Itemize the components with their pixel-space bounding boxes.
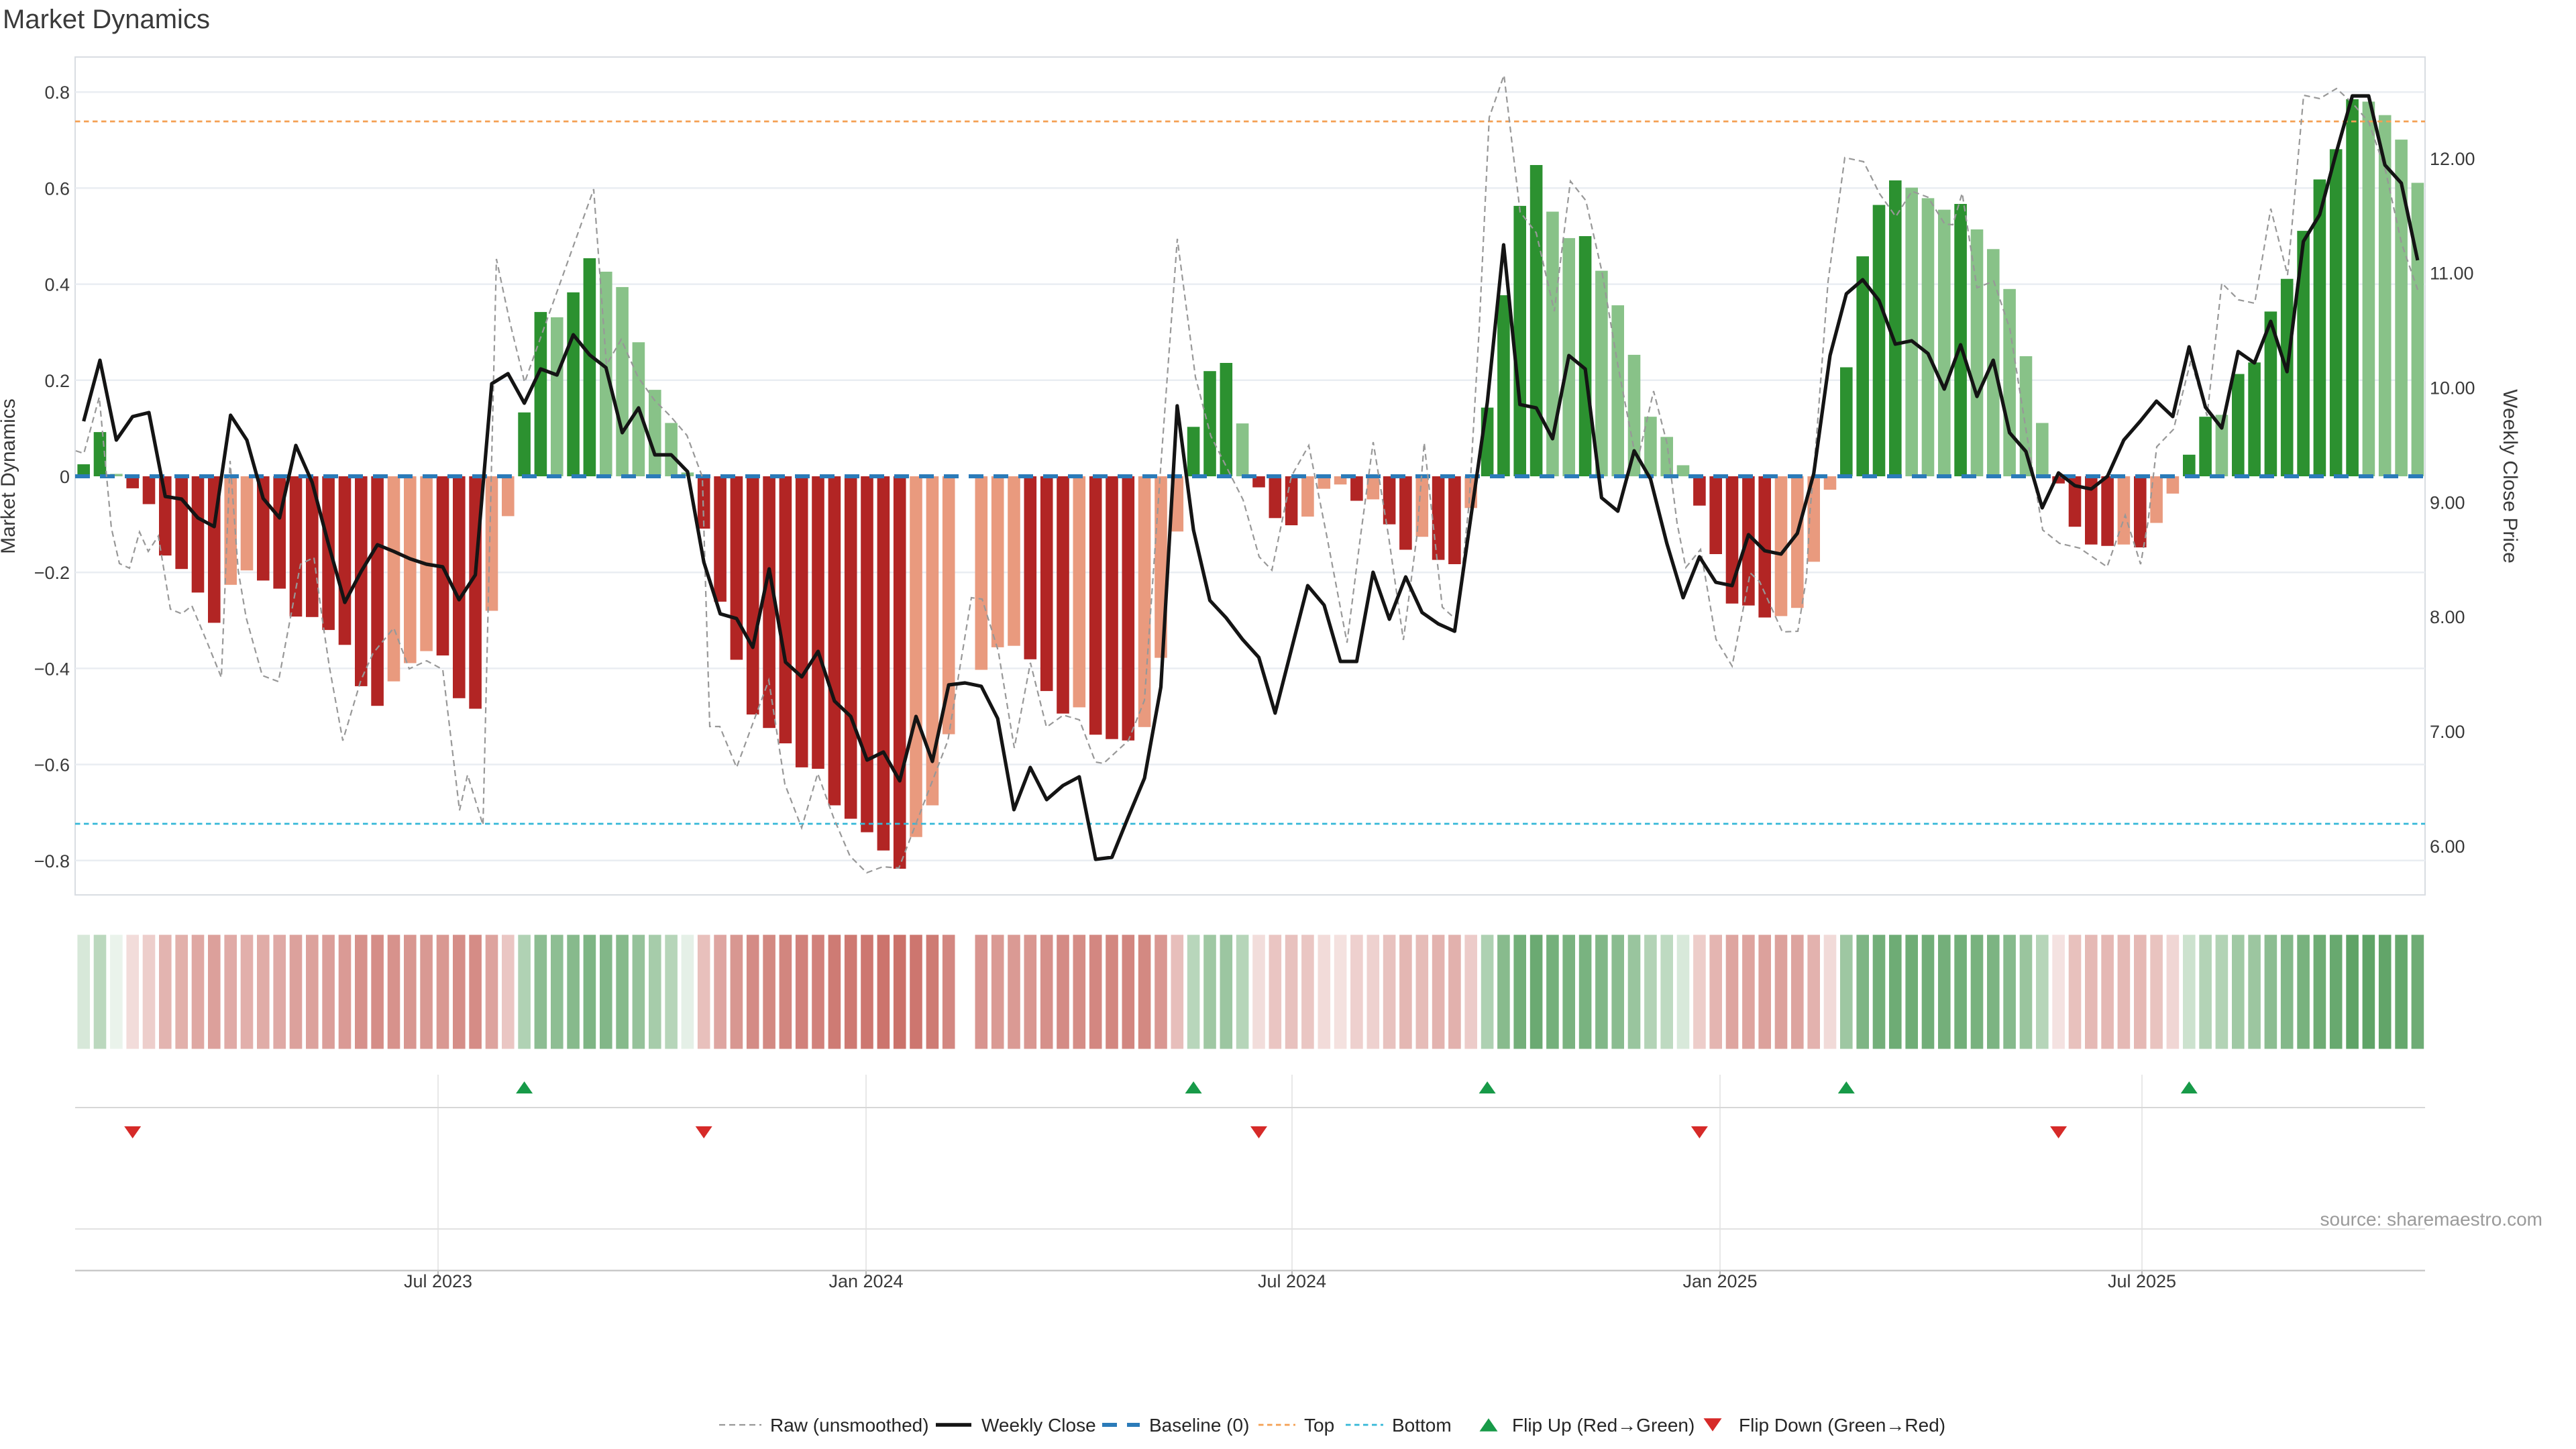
- svg-text:Market Dynamics: Market Dynamics: [3, 5, 210, 34]
- svg-text:−0.8: −0.8: [34, 851, 70, 871]
- svg-text:Weekly Close: Weekly Close: [981, 1415, 1096, 1436]
- svg-text:Jul 2025: Jul 2025: [2108, 1271, 2176, 1291]
- svg-text:Weekly Close Price: Weekly Close Price: [2499, 389, 2521, 564]
- svg-text:9.00: 9.00: [2430, 492, 2465, 513]
- svg-text:0.4: 0.4: [44, 275, 70, 295]
- svg-text:Flip Up (Red→Green): Flip Up (Red→Green): [1512, 1415, 1695, 1436]
- svg-text:0.6: 0.6: [44, 178, 70, 199]
- svg-text:12.00: 12.00: [2430, 149, 2475, 169]
- svg-text:6.00: 6.00: [2430, 837, 2465, 857]
- svg-text:10.00: 10.00: [2430, 378, 2475, 398]
- svg-text:Baseline (0): Baseline (0): [1149, 1415, 1249, 1436]
- svg-text:−0.6: −0.6: [34, 755, 70, 775]
- svg-text:Market Dynamics: Market Dynamics: [0, 398, 19, 554]
- svg-text:0.2: 0.2: [44, 371, 70, 391]
- svg-text:0.8: 0.8: [44, 83, 70, 103]
- svg-text:0: 0: [60, 467, 70, 487]
- svg-text:−0.2: −0.2: [34, 563, 70, 583]
- svg-text:Bottom: Bottom: [1392, 1415, 1452, 1436]
- svg-text:Raw (unsmoothed): Raw (unsmoothed): [770, 1415, 929, 1436]
- svg-text:8.00: 8.00: [2430, 607, 2465, 627]
- svg-text:Jan 2024: Jan 2024: [828, 1271, 903, 1291]
- svg-text:Jul 2023: Jul 2023: [404, 1271, 472, 1291]
- svg-text:Flip Down (Green→Red): Flip Down (Green→Red): [1739, 1415, 1945, 1436]
- svg-text:11.00: 11.00: [2430, 264, 2474, 284]
- svg-text:Jul 2024: Jul 2024: [1258, 1271, 1326, 1291]
- svg-text:source: sharemaestro.com: source: sharemaestro.com: [2320, 1209, 2542, 1230]
- svg-text:−0.4: −0.4: [34, 659, 70, 679]
- svg-text:Jan 2025: Jan 2025: [1682, 1271, 1757, 1291]
- svg-text:7.00: 7.00: [2430, 722, 2465, 742]
- svg-text:Top: Top: [1304, 1415, 1334, 1436]
